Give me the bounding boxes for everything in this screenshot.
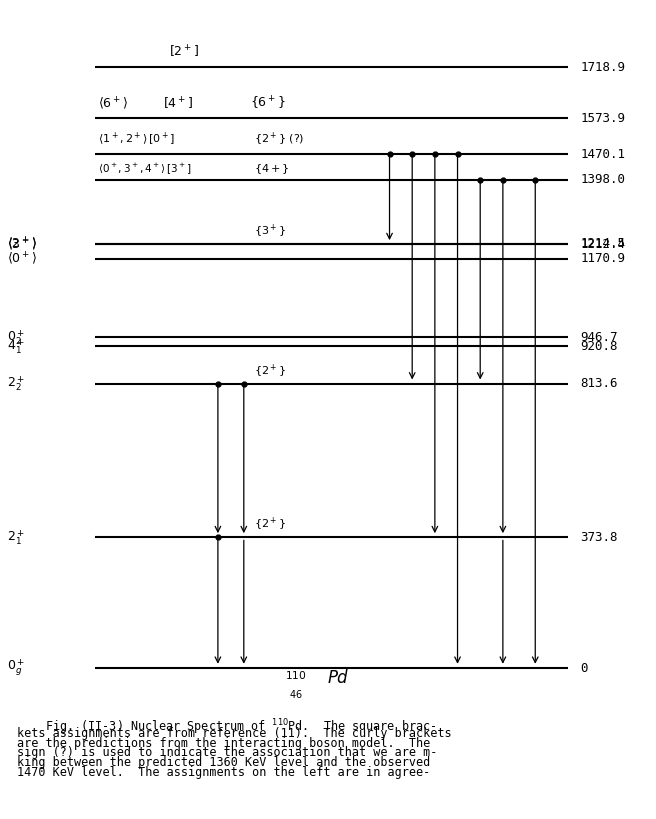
Text: 1398.0: 1398.0: [581, 173, 626, 186]
Text: $\langle 0^+,3^+,4^+\rangle\,[3^+]$: $\langle 0^+,3^+,4^+\rangle\,[3^+]$: [98, 161, 192, 176]
Text: $\{2^+\}$: $\{2^+\}$: [253, 516, 285, 533]
Text: 1573.9: 1573.9: [581, 111, 626, 124]
Text: 1214.5: 1214.5: [581, 238, 626, 250]
Text: $2^+_2$: $2^+_2$: [7, 374, 26, 393]
Text: kets assignments are from reference (11).  The curly brackets: kets assignments are from reference (11)…: [17, 726, 452, 740]
Text: $\langle 1^+,2^+\rangle\,[0^+]$: $\langle 1^+,2^+\rangle\,[0^+]$: [98, 131, 175, 148]
Text: are the predictions from the interacting boson model.  The: are the predictions from the interacting…: [17, 736, 430, 749]
Text: $4^+_1$: $4^+_1$: [7, 337, 26, 355]
Text: Pd: Pd: [328, 669, 348, 687]
Text: $\langle 6^+\rangle$: $\langle 6^+\rangle$: [98, 95, 128, 111]
Text: 1170.9: 1170.9: [581, 252, 626, 265]
Text: Fig. (II-3) Nuclear Spectrum of $^{110}$Pd.  The square brac-: Fig. (II-3) Nuclear Spectrum of $^{110}$…: [17, 717, 436, 736]
Text: $\langle 3^+\rangle$: $\langle 3^+\rangle$: [7, 236, 37, 252]
Text: 920.8: 920.8: [581, 340, 618, 353]
Text: $\langle 2^+\rangle$: $\langle 2^+\rangle$: [7, 236, 37, 252]
Text: $_{46}$: $_{46}$: [289, 687, 302, 701]
Text: king between the predicted 1360 KeV level and the observed: king between the predicted 1360 KeV leve…: [17, 756, 430, 769]
Text: 373.8: 373.8: [581, 531, 618, 544]
Text: sign (?) is used to indicate the association that we are m-: sign (?) is used to indicate the associa…: [17, 746, 438, 759]
Text: $\{2^+\}$: $\{2^+\}$: [253, 363, 285, 380]
Text: $\{4+\}$: $\{4+\}$: [253, 163, 289, 176]
Text: 946.7: 946.7: [581, 331, 618, 344]
Text: 1470 KeV level.  The assignments on the left are in agree-: 1470 KeV level. The assignments on the l…: [17, 766, 430, 779]
Text: 1212.4: 1212.4: [581, 238, 626, 251]
Text: $[2^+]$: $[2^+]$: [169, 44, 199, 60]
Text: $\langle 0^+\rangle$: $\langle 0^+\rangle$: [7, 251, 37, 267]
Text: $\{6^+\}$: $\{6^+\}$: [251, 94, 286, 111]
Text: $0^+_2$: $0^+_2$: [7, 328, 26, 346]
Text: $[4^+]$: $[4^+]$: [163, 96, 193, 111]
Text: $^{110}$: $^{110}$: [285, 672, 306, 687]
Text: $0^+_g$: $0^+_g$: [7, 658, 26, 678]
Text: 1470.1: 1470.1: [581, 148, 626, 161]
Text: 813.6: 813.6: [581, 378, 618, 391]
Text: $\{3^+\}$: $\{3^+\}$: [253, 224, 285, 241]
Text: 1718.9: 1718.9: [581, 61, 626, 74]
Text: 0: 0: [581, 662, 588, 675]
Text: $\{2^+\}$ (?): $\{2^+\}$ (?): [253, 131, 304, 148]
Text: $2^+_1$: $2^+_1$: [7, 528, 26, 547]
